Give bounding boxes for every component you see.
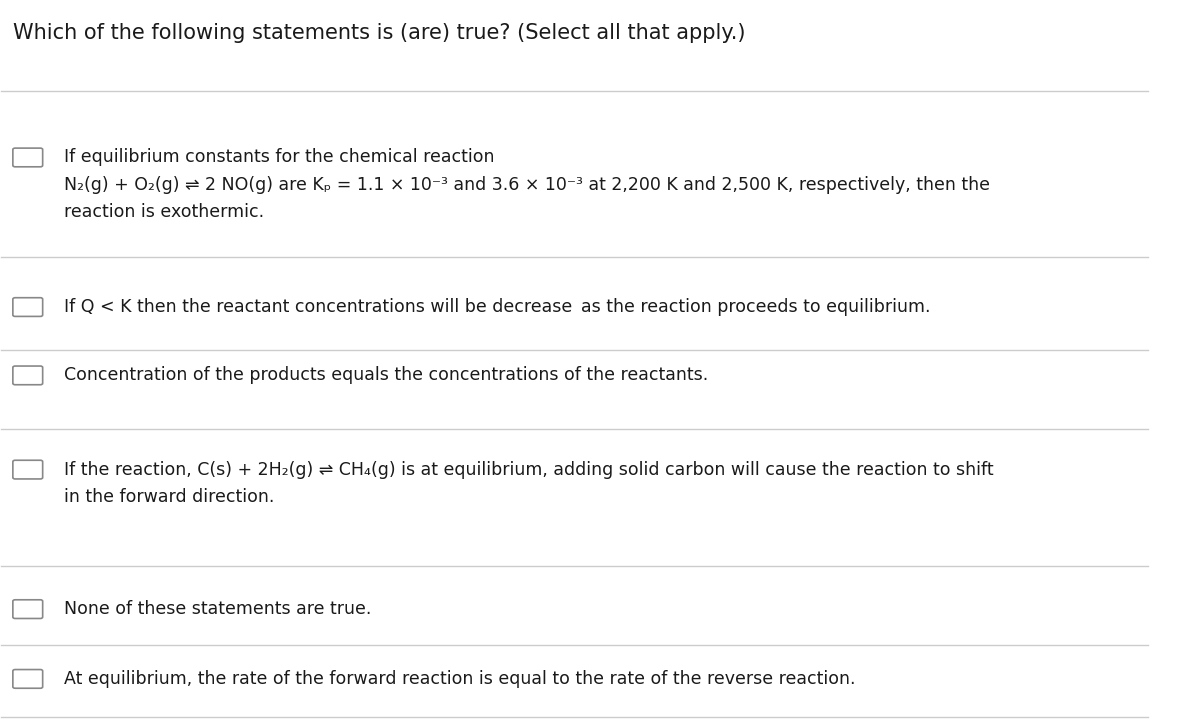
Text: in the forward direction.: in the forward direction. <box>65 488 275 506</box>
Text: If equilibrium constants for the chemical reaction: If equilibrium constants for the chemica… <box>65 149 494 167</box>
FancyBboxPatch shape <box>13 669 43 688</box>
FancyBboxPatch shape <box>13 600 43 619</box>
Text: None of these statements are true.: None of these statements are true. <box>65 600 372 618</box>
Text: reaction is exothermic.: reaction is exothermic. <box>65 203 264 221</box>
Text: N₂(g) + O₂(g) ⇌ 2 NO(g) are Kₚ = 1.1 × 10⁻³ and 3.6 × 10⁻³ at 2,200 K and 2,500 : N₂(g) + O₂(g) ⇌ 2 NO(g) are Kₚ = 1.1 × 1… <box>65 175 990 193</box>
FancyBboxPatch shape <box>13 366 43 385</box>
Text: Which of the following statements is (are) true? (Select all that apply.): Which of the following statements is (ar… <box>13 23 745 43</box>
Text: If the reaction, C(s) + 2H₂(g) ⇌ CH₄(g) is at equilibrium, adding solid carbon w: If the reaction, C(s) + 2H₂(g) ⇌ CH₄(g) … <box>65 461 994 479</box>
Text: Concentration of the products equals the concentrations of the reactants.: Concentration of the products equals the… <box>65 366 709 384</box>
FancyBboxPatch shape <box>13 148 43 167</box>
Text: At equilibrium, the rate of the forward reaction is equal to the rate of the rev: At equilibrium, the rate of the forward … <box>65 670 856 688</box>
FancyBboxPatch shape <box>13 297 43 316</box>
Text: If Q < K then the reactant concentrations will be decrease as the reaction proce: If Q < K then the reactant concentration… <box>65 298 931 316</box>
FancyBboxPatch shape <box>13 460 43 479</box>
